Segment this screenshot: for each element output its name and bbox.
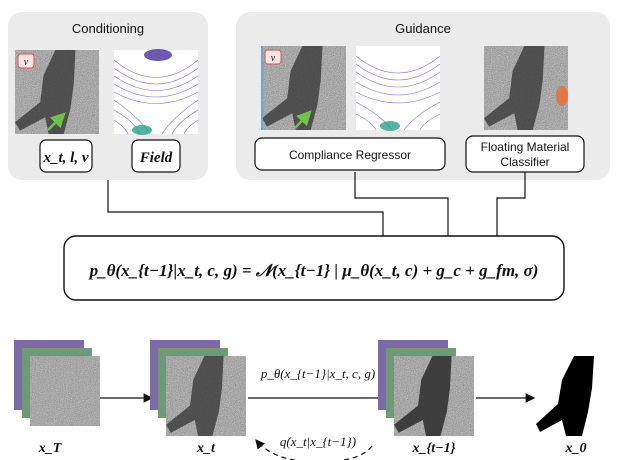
reverse-step-label: p_θ(x_{t−1}|x_t, c, g) (260, 366, 375, 381)
conditioning-panel: Conditioning v (8, 12, 208, 180)
xt-label: x_t (196, 441, 216, 456)
guidance-volume-badge (264, 49, 282, 65)
conditioning-field-image (113, 49, 199, 135)
compliance-regressor-label: Compliance Regressor (289, 148, 411, 162)
equation-box (63, 235, 565, 301)
load-arrow-icon (47, 112, 66, 131)
xt1-stack (378, 340, 474, 436)
forward-process-arrow (255, 439, 373, 460)
guidance-load-arrow-icon (294, 110, 312, 129)
xt1-label: x_{t−1} (411, 441, 455, 456)
forward-step-label: q(x_t|x_{t−1}) (280, 434, 356, 449)
inputs-label-box (39, 139, 93, 173)
connector-arrows (107, 172, 526, 249)
guidance-noisy-image: v (261, 46, 346, 130)
xT-label: x_T (38, 441, 63, 456)
classifier-image (484, 46, 568, 130)
guidance-title: Guidance (395, 21, 451, 36)
compliance-regressor-box (254, 137, 446, 171)
guidance-field-image (355, 46, 441, 131)
x0-image (536, 356, 616, 436)
field-label: Field (139, 150, 173, 166)
conditioning-title: Conditioning (72, 21, 144, 36)
field-label-box (131, 139, 181, 173)
classifier-label-line2: Classifier (500, 155, 549, 169)
reverse-process-equation: p_θ(x_{t−1}|x_t, c, g) = 𝒩(x_{t−1} | μ_θ… (88, 261, 539, 280)
guidance-panel: Guidance v (236, 12, 610, 180)
xt-stack (150, 340, 246, 436)
conditioning-noisy-image: v (15, 50, 99, 134)
inputs-label: x_t, l, v (43, 150, 89, 166)
floating-material-highlight (556, 86, 568, 106)
classifier-label-line1: Floating Material (481, 140, 570, 154)
xT-stack (14, 340, 100, 426)
guidance-volume-badge-text: v (271, 53, 276, 64)
volume-badge-text: v (24, 57, 29, 68)
volume-badge (17, 53, 35, 69)
x0-label: x_0 (565, 441, 587, 456)
